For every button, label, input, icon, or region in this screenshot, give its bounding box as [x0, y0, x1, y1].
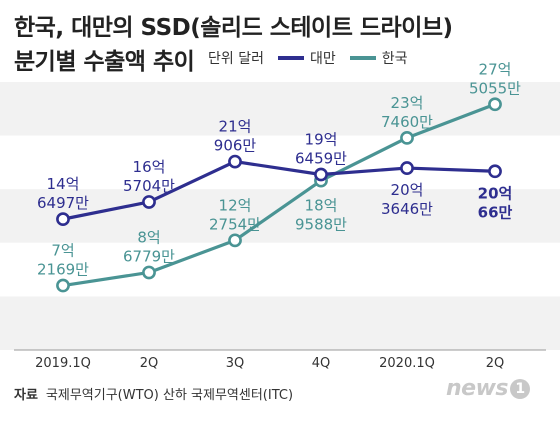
logo-text: news — [446, 376, 509, 401]
x-tick-label: 2019.1Q — [35, 356, 91, 371]
data-label-taiwan: 14억 — [47, 175, 80, 193]
x-tick-label: 3Q — [226, 356, 245, 371]
title-line-2: 분기별 수출액 추이 — [14, 49, 195, 75]
data-label-korea: 18억 — [305, 197, 338, 215]
data-label-taiwan: 5704만 — [123, 177, 175, 195]
data-point-taiwan — [314, 167, 328, 182]
data-point-korea — [488, 97, 502, 112]
legend-item-taiwan: 대만 — [277, 48, 336, 68]
data-label-korea: 7억 — [51, 242, 74, 260]
x-tick-label: 2Q — [486, 356, 505, 371]
data-label-taiwan: 20억 — [478, 184, 513, 202]
series-line-korea — [62, 102, 496, 288]
source-text: 국제무역기구(WTO) 산하 국제무역센터(ITC) — [45, 388, 294, 403]
data-label-korea: 5055만 — [469, 79, 521, 97]
source-label: 자료 — [14, 388, 38, 403]
data-label-korea: 27억 — [479, 60, 512, 78]
data-label-korea: 7460만 — [381, 113, 433, 131]
data-label-taiwan: 906만 — [214, 137, 257, 155]
data-label-taiwan: 19억 — [305, 130, 338, 148]
source-note: 자료 국제무역기구(WTO) 산하 국제무역센터(ITC) — [14, 384, 293, 403]
data-label-taiwan: 6497만 — [37, 194, 89, 212]
data-label-taiwan: 20억 — [391, 181, 424, 199]
data-label-taiwan: 66만 — [478, 203, 513, 221]
legend: 단위 달러 대만 한국 — [208, 48, 422, 68]
background-band — [0, 82, 560, 136]
data-point-korea — [142, 265, 156, 280]
data-point-korea — [228, 233, 242, 248]
data-label-taiwan: 21억 — [219, 118, 252, 136]
legend-swatch-taiwan — [277, 56, 304, 60]
data-point-taiwan — [400, 161, 414, 175]
background-band — [0, 189, 560, 243]
background-band — [0, 135, 560, 190]
news1-logo: news 1 — [446, 376, 531, 401]
legend-label-korea: 한국 — [381, 51, 408, 67]
x-tick-label: 2Q — [140, 356, 159, 371]
data-label-taiwan: 3646만 — [381, 200, 433, 218]
background-band — [0, 242, 560, 297]
x-tick-label: 2020.1Q — [379, 356, 435, 371]
data-point-taiwan — [56, 212, 70, 227]
data-point-korea — [400, 130, 414, 145]
data-point-taiwan — [228, 154, 242, 169]
unit-label: 단위 달러 — [208, 51, 264, 67]
data-label-korea: 12억 — [219, 196, 252, 214]
data-point-korea — [56, 278, 70, 293]
data-label-korea: 23억 — [391, 94, 424, 112]
logo-mark: 1 — [510, 379, 531, 399]
legend-item-korea: 한국 — [349, 48, 408, 68]
data-label-korea: 6779만 — [123, 247, 175, 265]
data-label-taiwan: 16억 — [133, 158, 166, 176]
data-label-korea: 9588만 — [295, 216, 347, 234]
data-label-korea: 8억 — [137, 228, 160, 246]
data-label-taiwan: 6459만 — [295, 149, 347, 167]
series-line-taiwan — [62, 159, 496, 221]
legend-swatch-korea — [349, 56, 376, 60]
background-band — [0, 296, 560, 350]
data-point-taiwan — [142, 195, 156, 209]
data-label-korea: 2754만 — [209, 215, 261, 233]
data-point-taiwan — [488, 164, 502, 179]
legend-label-taiwan: 대만 — [309, 51, 336, 67]
x-tick-label: 4Q — [312, 356, 331, 371]
data-label-korea: 2169만 — [37, 261, 89, 279]
title-line-1: 한국, 대만의 SSD(솔리드 스테이트 드라이브) — [14, 15, 453, 41]
